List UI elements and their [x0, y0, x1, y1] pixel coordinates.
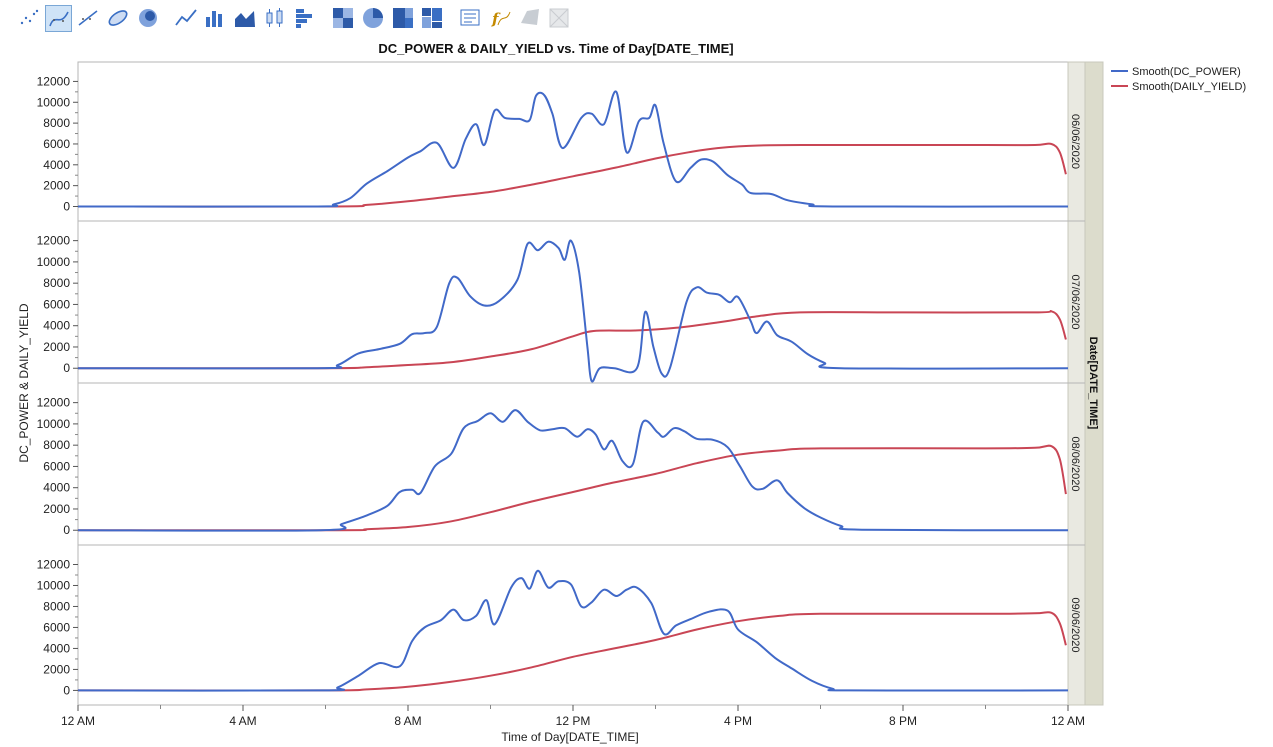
mosaic-icon [422, 8, 442, 28]
x-tick-label: 12 AM [1051, 714, 1085, 728]
line-icon [175, 9, 197, 26]
y-tick-label: 12000 [37, 396, 71, 410]
y-axis-label: DC_POWER & DAILY_YIELD [17, 303, 31, 462]
y-tick-label: 6000 [43, 620, 70, 634]
panel-date-label: 06/06/2020 [1069, 114, 1081, 169]
chart-title: DC_POWER & DAILY_YIELD vs. Time of Day[D… [378, 41, 733, 56]
formula-icon: f [491, 10, 511, 28]
bar-button[interactable] [202, 5, 229, 32]
blank-button[interactable] [546, 5, 573, 32]
y-tick-label: 4000 [43, 319, 70, 333]
y-tick-label: 4000 [43, 158, 70, 172]
svg-text:f: f [491, 10, 501, 28]
bar-icon [206, 11, 222, 27]
y-tick-label: 10000 [37, 95, 71, 109]
x-tick-label: 4 PM [724, 714, 752, 728]
x-tick-label: 4 AM [229, 714, 256, 728]
dc-power-line [77, 569, 1069, 692]
panel-4: 0 2000 4000 6000 8000 10000 12000 09/06/2020 [37, 544, 1085, 697]
mosaic-button[interactable] [419, 5, 446, 32]
contour-button[interactable] [135, 5, 162, 32]
y-tick-label: 10000 [37, 417, 71, 431]
daily-yield-line [77, 142, 1067, 208]
y-tick-label: 10000 [37, 255, 71, 269]
y-tick-label: 8000 [43, 438, 70, 452]
legend: Smooth(DC_POWER) Smooth(DAILY_YIELD) [1111, 66, 1246, 93]
group-label: Date[DATE_TIME] [1087, 337, 1099, 430]
box-plot-button[interactable] [262, 5, 289, 32]
dc-power-line [77, 409, 1069, 532]
y-tick-label: 2000 [43, 340, 70, 354]
x-axis: 12 AM 4 AM 8 AM 12 PM 4 PM 8 PM 12 AM [61, 705, 1085, 728]
pie-button[interactable] [360, 5, 387, 32]
panel-3: 0 2000 4000 6000 8000 10000 12000 08/06/2020 [37, 382, 1085, 537]
caption-box-button[interactable] [457, 5, 484, 32]
daily-yield-line [77, 444, 1067, 532]
ellipse-icon [108, 10, 128, 26]
y-tick-label: 0 [63, 361, 70, 375]
y-tick-label: 4000 [43, 641, 70, 655]
x-tick-label: 12 AM [61, 714, 95, 728]
dc-power-line [77, 239, 1069, 383]
y-tick-label: 10000 [37, 578, 71, 592]
y-tick-label: 12000 [37, 557, 71, 571]
y-tick-label: 8000 [43, 116, 70, 130]
x-tick-label: 8 PM [889, 714, 917, 728]
smoother-icon [49, 11, 69, 27]
treemap-button[interactable] [390, 5, 417, 32]
daily-yield-line [77, 309, 1067, 370]
line-fit-button[interactable] [75, 5, 102, 32]
line-button[interactable] [173, 5, 200, 32]
x-tick-label: 12 PM [556, 714, 591, 728]
formula-button[interactable]: f [487, 5, 514, 32]
heatmap-button[interactable] [330, 5, 357, 32]
smoother-chart: DC_POWER & DAILY_YIELD vs. Time of Day[D… [17, 41, 1246, 744]
blank-icon [549, 8, 569, 28]
points-button[interactable] [16, 5, 43, 32]
smoother-button[interactable] [45, 5, 72, 32]
panel-date-label: 07/06/2020 [1069, 274, 1081, 329]
y-tick-label: 0 [63, 683, 70, 697]
y-tick-label: 2000 [43, 179, 70, 193]
y-tick-label: 6000 [43, 137, 70, 151]
histogram-button[interactable] [292, 5, 319, 32]
graph-toolbar: f [0, 0, 1273, 38]
map-shapes-icon [521, 9, 539, 25]
daily-yield-line [77, 611, 1067, 692]
points-icon [20, 9, 39, 25]
y-tick-label: 0 [63, 523, 70, 537]
y-tick-label: 2000 [43, 502, 70, 516]
legend-label-daily-yield: Smooth(DAILY_YIELD) [1132, 81, 1246, 93]
y-tick-label: 12000 [37, 234, 71, 248]
area-button[interactable] [232, 5, 259, 32]
panel-date-label: 09/06/2020 [1069, 597, 1081, 652]
heatmap-icon [333, 8, 353, 28]
treemap-icon [393, 8, 413, 28]
x-tick-label: 8 AM [394, 714, 421, 728]
contour-icon [139, 9, 157, 27]
panel-1: 0 2000 4000 6000 8000 10000 12000 06/06/2020 [37, 74, 1081, 213]
y-tick-label: 6000 [43, 459, 70, 473]
box-plot-icon [266, 8, 283, 27]
y-tick-label: 8000 [43, 276, 70, 290]
panel-date-label: 08/06/2020 [1069, 436, 1081, 491]
y-tick-label: 6000 [43, 297, 70, 311]
y-tick-label: 12000 [37, 74, 71, 88]
y-tick-label: 8000 [43, 599, 70, 613]
panel-2: 0 2000 4000 6000 8000 10000 12000 07/06/2020 [37, 220, 1085, 383]
map-shapes-button[interactable] [517, 5, 544, 32]
y-tick-label: 0 [63, 199, 70, 213]
legend-label-dc-power: Smooth(DC_POWER) [1132, 66, 1241, 78]
y-tick-label: 4000 [43, 481, 70, 495]
line-fit-icon [78, 10, 98, 26]
caption-box-icon [460, 9, 480, 26]
histogram-icon [296, 9, 312, 28]
x-axis-label: Time of Day[DATE_TIME] [501, 730, 638, 744]
pie-icon [363, 8, 383, 28]
area-icon [235, 11, 255, 27]
y-tick-label: 2000 [43, 662, 70, 676]
dc-power-line [77, 90, 1069, 208]
ellipse-button[interactable] [105, 5, 132, 32]
